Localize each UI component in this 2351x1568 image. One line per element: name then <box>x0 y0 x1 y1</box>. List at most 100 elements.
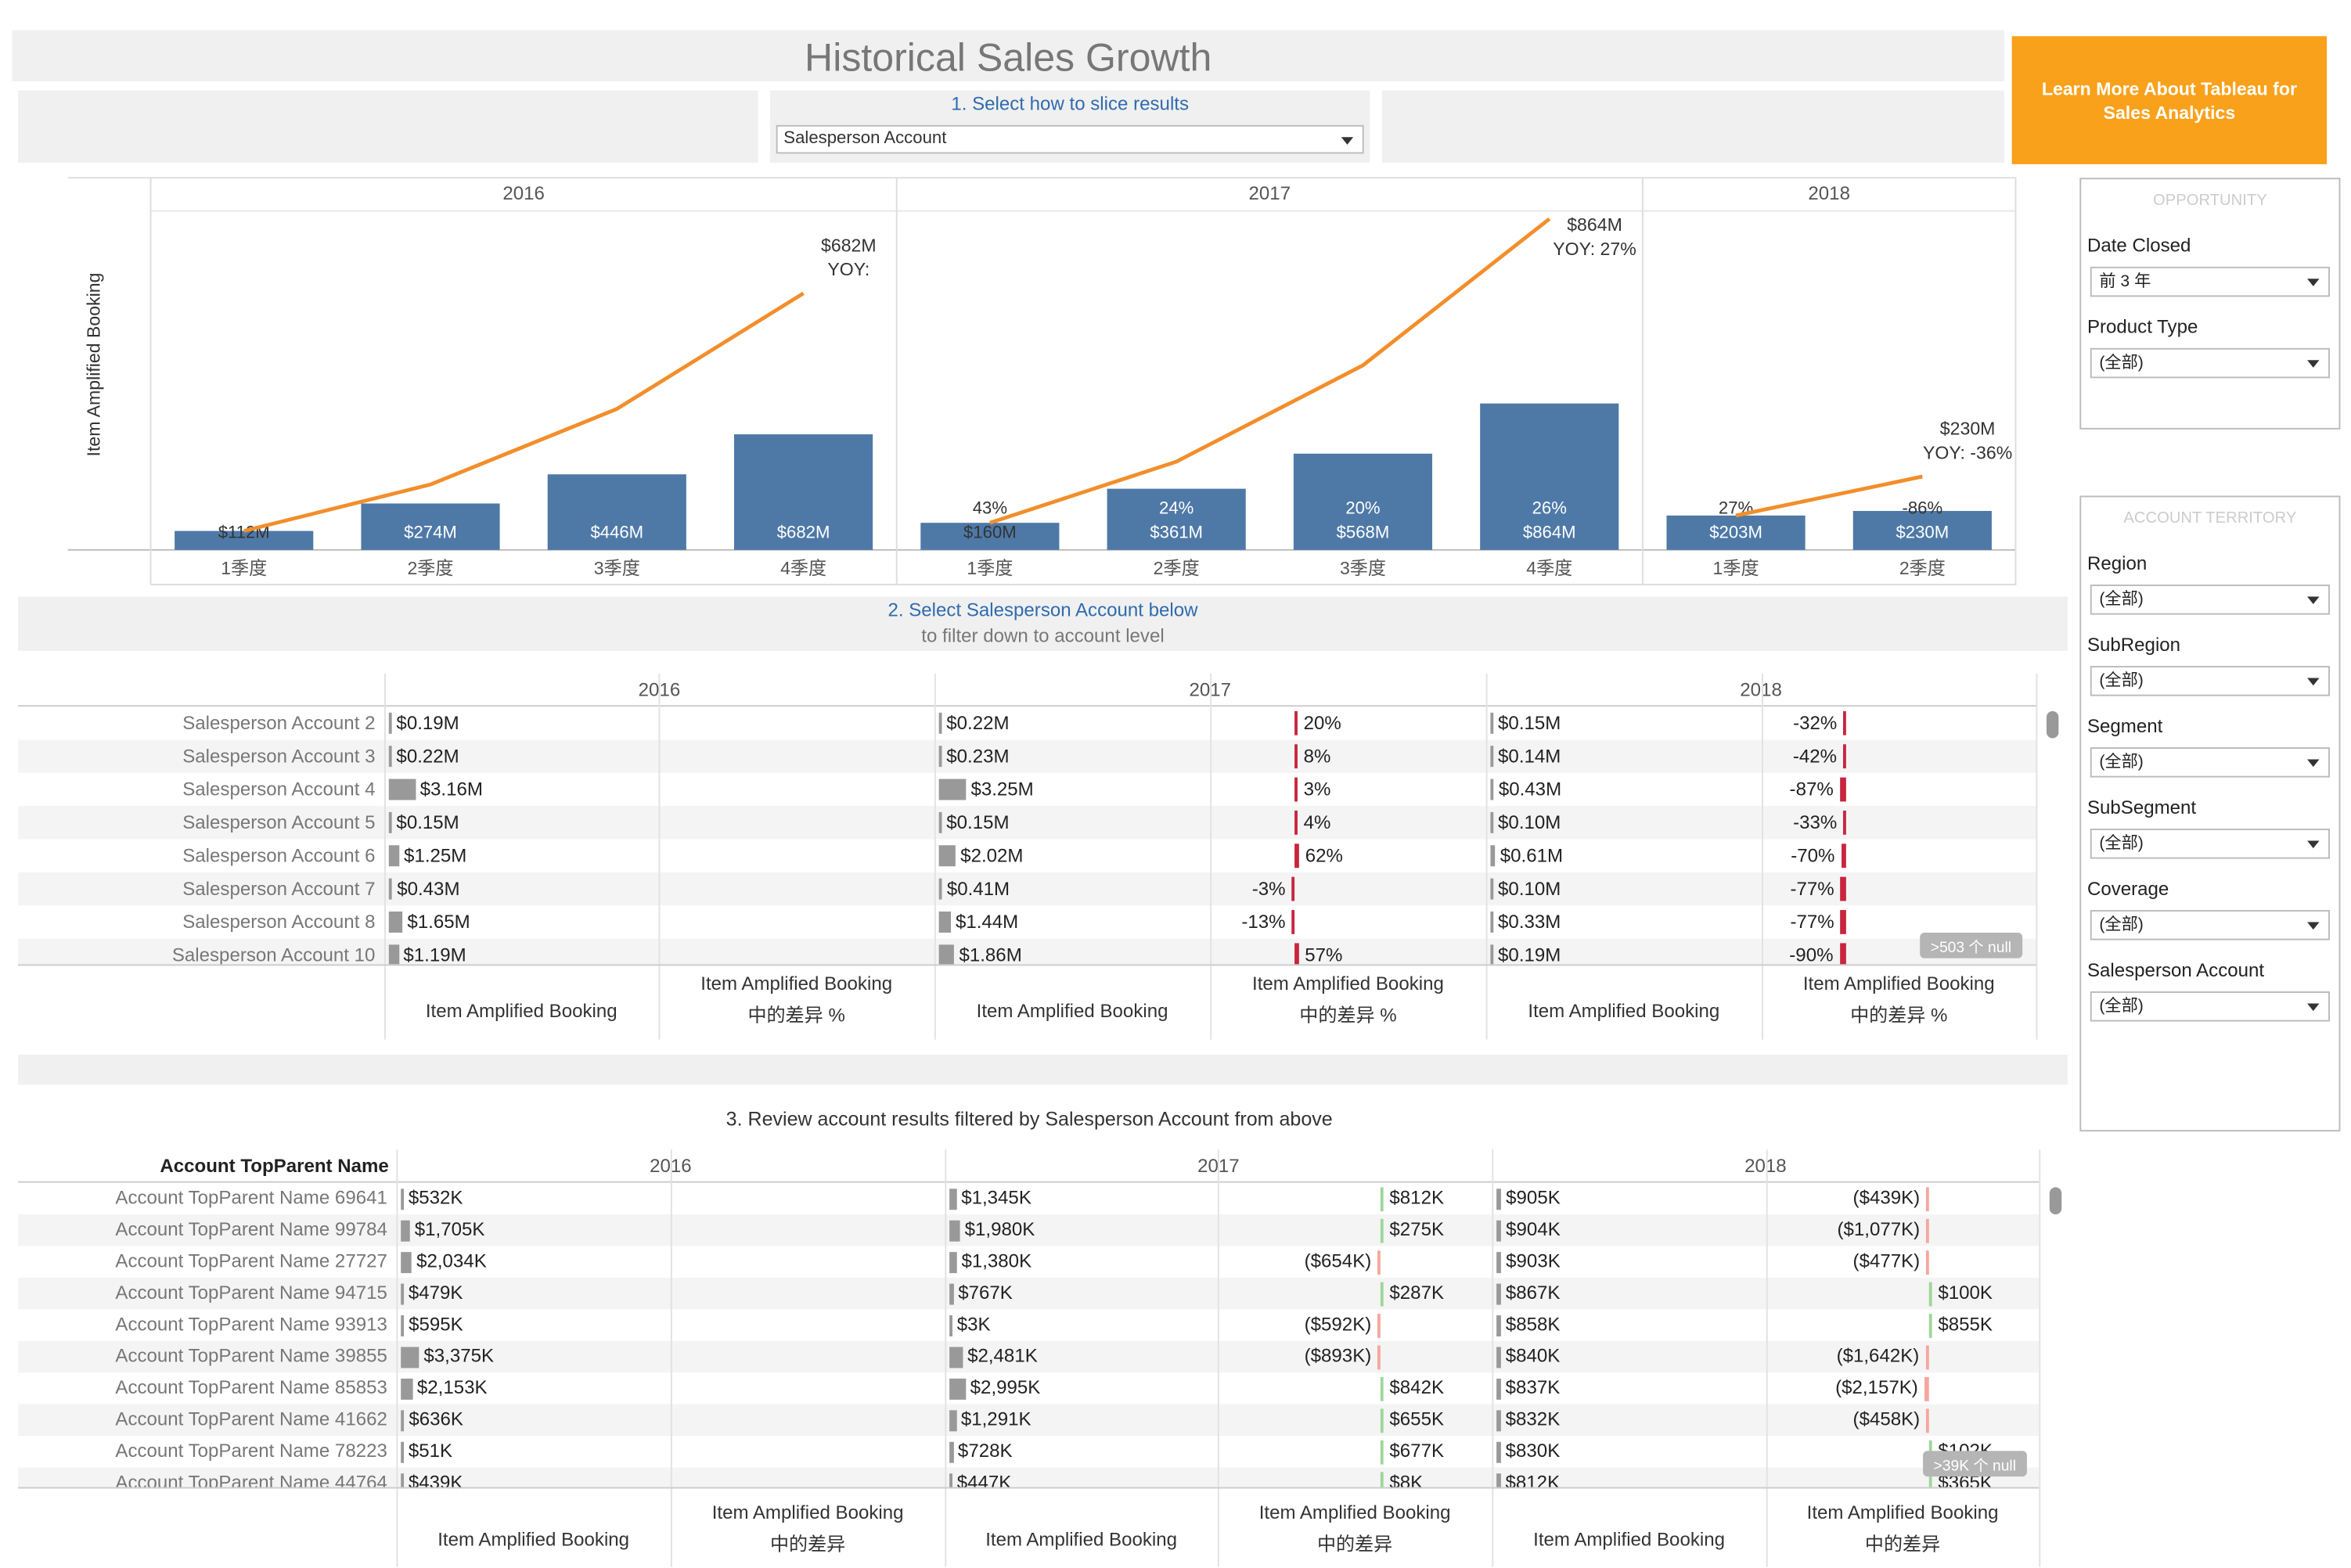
bar <box>1666 515 1806 550</box>
row-stripe <box>18 1404 2040 1437</box>
x-tick-label: 3季度 <box>594 558 640 578</box>
value-text: $595K <box>409 1314 463 1336</box>
column-rule <box>384 673 386 1040</box>
value-text: $0.15M <box>1498 712 1561 734</box>
column-rule <box>1492 1149 1494 1567</box>
diff-bar <box>1928 1471 1932 1487</box>
value-text: $837K <box>1505 1376 1561 1398</box>
cta-button[interactable]: Learn More About Tableau for Sales Analy… <box>2011 36 2328 164</box>
diff-bar <box>1294 943 1299 965</box>
row-header: Salesperson Account 10 <box>171 944 376 965</box>
column-header: Item Amplified Booking <box>1806 1501 1999 1523</box>
value-text: $0.10M <box>1498 878 1561 900</box>
year-header: 2018 <box>1486 679 2036 700</box>
bar-yoy-label: 43% <box>973 498 1007 518</box>
value-text: $840K <box>1505 1345 1561 1367</box>
diff-text: 3% <box>1303 779 1331 800</box>
value-bar <box>1496 1409 1501 1431</box>
diff-text: ($458K) <box>1852 1408 1921 1430</box>
bar <box>547 474 686 550</box>
column-header: 中的差异 <box>1316 1534 1393 1555</box>
diff-text: ($1,642K) <box>1836 1345 1920 1367</box>
value-bar <box>1490 911 1494 933</box>
value-text: $0.41M <box>946 878 1010 900</box>
value-text: $0.10M <box>1498 811 1561 833</box>
filter-dropdown[interactable]: (全部) <box>2090 747 2330 778</box>
value-bar <box>388 712 392 734</box>
diff-bar <box>1840 910 1846 934</box>
diff-bar <box>1377 1313 1381 1337</box>
value-bar <box>388 911 403 933</box>
diff-text: -42% <box>1792 746 1838 768</box>
filter-title: OPPORTUNITY <box>2153 191 2267 210</box>
value-bar <box>1496 1440 1501 1462</box>
value-bar <box>949 1282 954 1304</box>
x-tick-label: 1季度 <box>1713 558 1759 578</box>
value-bar <box>938 779 967 800</box>
row-header: Account TopParent Name 27727 <box>115 1250 387 1272</box>
filter-label: SubRegion <box>2086 634 2181 656</box>
filter-dropdown[interactable]: (全部) <box>2090 991 2330 1022</box>
filter-label: Coverage <box>2086 878 2169 900</box>
table-body: Salesperson Account 2 $0.19M $0.22M 20% $0.1… <box>0 707 2050 965</box>
null-badge: >503 个 null <box>1920 932 2022 958</box>
diff-text: $842K <box>1389 1376 1445 1398</box>
diff-bar <box>1380 1439 1384 1464</box>
filter-dropdown[interactable]: (全部) <box>2090 584 2330 615</box>
x-tick-label: 2季度 <box>407 558 453 578</box>
value-bar <box>949 1219 960 1241</box>
value-bar <box>1490 712 1494 734</box>
panel <box>18 90 758 163</box>
value-text: $51K <box>408 1440 453 1462</box>
diff-bar <box>1839 777 1846 802</box>
filter-dropdown[interactable]: 前 3 年 <box>2090 266 2330 297</box>
x-tick-label: 1季度 <box>221 558 267 578</box>
diff-bar <box>1380 1471 1384 1487</box>
value-bar <box>1496 1188 1502 1210</box>
filter-dropdown[interactable]: (全部) <box>2090 910 2330 940</box>
column-rule <box>1766 1149 1768 1567</box>
scrollbar-thumb[interactable] <box>2046 710 2059 739</box>
value-text: $0.22M <box>396 746 459 768</box>
diff-text: 57% <box>1305 944 1343 965</box>
bar <box>1480 403 1619 550</box>
filter-label: Region <box>2086 552 2148 574</box>
value-bar <box>401 1219 411 1241</box>
x-tick-label: 2季度 <box>1899 558 1946 578</box>
row-header: Salesperson Account 6 <box>182 845 376 867</box>
filter-dropdown[interactable]: (全部) <box>2090 829 2330 859</box>
value-bar <box>1490 811 1494 833</box>
row-stripe <box>18 739 2036 773</box>
diff-text: $100K <box>1938 1282 1993 1304</box>
diff-bar <box>1380 1281 1384 1306</box>
filter-dropdown[interactable]: (全部) <box>2090 666 2330 696</box>
filter-box <box>2079 495 2341 1132</box>
year-header: 2016 <box>502 183 545 204</box>
column-header: Item Amplified Booking <box>1533 1529 1725 1551</box>
row-header: Account TopParent Name 41662 <box>115 1408 387 1430</box>
diff-bar <box>1925 1408 1929 1433</box>
value-text: $2,995K <box>970 1376 1041 1398</box>
slice-label: 1. Select how to slice results <box>951 93 1190 115</box>
column-header: 中的差异 % <box>1850 1005 1948 1027</box>
diff-bar <box>1294 710 1298 735</box>
value-bar <box>388 746 392 768</box>
value-text: $479K <box>408 1282 463 1304</box>
column-rule <box>670 1149 672 1567</box>
filter-label: Date Closed <box>2086 235 2191 257</box>
value-bar <box>949 1251 957 1273</box>
diff-bar <box>1380 1186 1384 1211</box>
filter-dropdown[interactable]: (全部) <box>2090 347 2330 379</box>
value-text: $0.43M <box>397 878 460 900</box>
diff-bar <box>1928 1281 1932 1306</box>
column-header: Item Amplified Booking <box>700 973 893 994</box>
bar-value-label: $274M <box>404 523 457 542</box>
slice-dropdown[interactable]: Salesperson Account <box>776 124 1364 154</box>
diff-text: 62% <box>1305 845 1343 867</box>
row-stripe <box>18 1467 2040 1487</box>
value-text: $2,153K <box>416 1376 488 1398</box>
bar-value-label: $446M <box>590 523 643 542</box>
scrollbar-thumb[interactable] <box>2049 1187 2062 1215</box>
column-header: Item Amplified Booking <box>976 1000 1168 1022</box>
annotation: YOY: -36% <box>1923 442 2012 462</box>
